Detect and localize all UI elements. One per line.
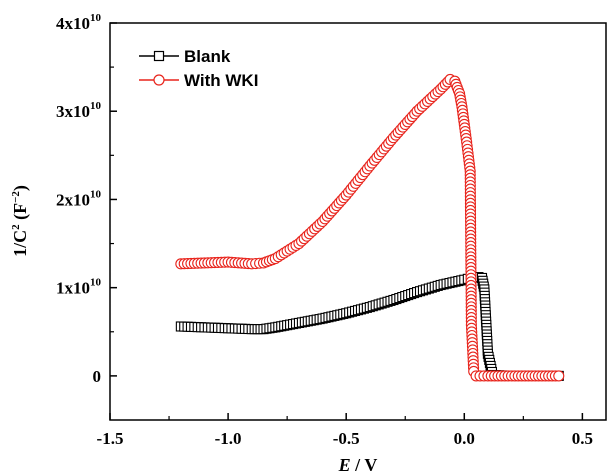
x-tick-label: -0.5 bbox=[333, 429, 360, 448]
x-tick-label: 0.0 bbox=[454, 429, 475, 448]
x-axis-label: E / V bbox=[338, 455, 378, 475]
series-blank bbox=[175, 272, 564, 381]
data-point bbox=[553, 370, 565, 382]
legend-item-with-wki: With WKI bbox=[139, 71, 258, 90]
y-tick-label: 0 bbox=[93, 367, 102, 386]
y-axis-label: 1/C2 (F−2) bbox=[10, 185, 31, 257]
x-tick-label: -1.5 bbox=[97, 429, 124, 448]
y-tick-label: 2x1010 bbox=[56, 188, 102, 209]
plot-frame bbox=[109, 22, 607, 421]
y-tick-label: 1x1010 bbox=[56, 277, 102, 298]
legend-square-marker bbox=[153, 50, 165, 62]
legend-label-with-wki: With WKI bbox=[184, 71, 258, 90]
x-tick-label: -1.0 bbox=[215, 429, 242, 448]
x-tick-label: 0.5 bbox=[572, 429, 593, 448]
legend-circle-marker bbox=[153, 74, 165, 86]
legend-label-blank: Blank bbox=[184, 47, 231, 66]
legend-item-blank: Blank bbox=[139, 47, 231, 66]
y-tick-label: 4x1010 bbox=[56, 12, 102, 33]
series-layer bbox=[175, 73, 565, 382]
legend: Blank With WKI bbox=[139, 47, 258, 90]
x-axis: -1.5 -1.0 -0.5 0.0 0.5 bbox=[97, 413, 593, 448]
y-axis: 0 1x1010 2x1010 3x1010 4x1010 bbox=[56, 12, 117, 386]
series-with-wki bbox=[175, 73, 565, 382]
y-tick-label: 3x1010 bbox=[56, 100, 102, 121]
